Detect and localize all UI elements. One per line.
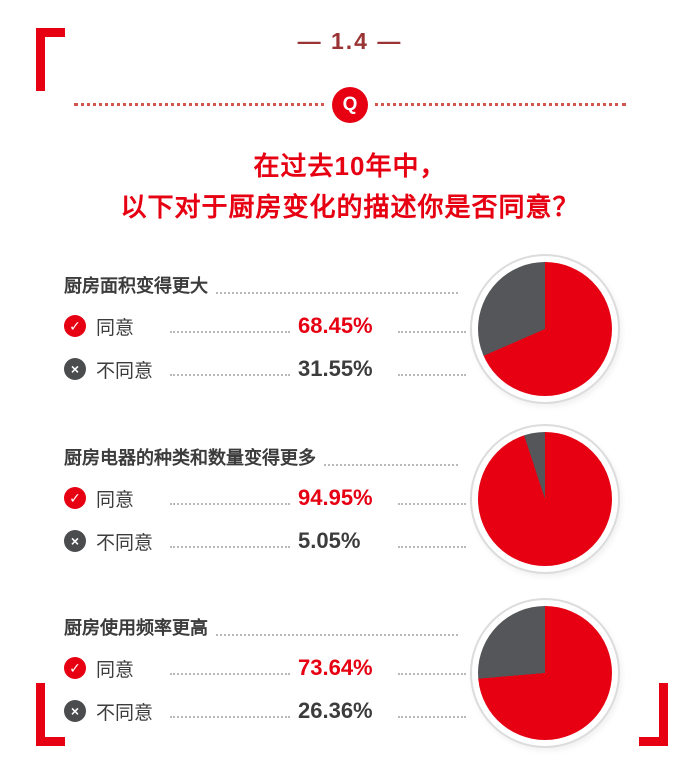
disagree-percentage: 26.36% [298, 698, 373, 723]
check-icon: ✓ [64, 657, 86, 679]
disagree-row: × 不同意 31.55% [64, 354, 466, 384]
dotted-leader [170, 716, 290, 718]
dotted-leader [216, 292, 458, 294]
dotted-leader [398, 673, 466, 675]
dotted-leader [170, 331, 290, 333]
agree-label: 同意 [96, 489, 135, 511]
pie-chart-2-ring [470, 424, 620, 574]
dotted-leader [216, 634, 458, 636]
pie-chart-3 [478, 606, 612, 740]
dotted-leader [170, 374, 290, 376]
pie-chart-1-ring [470, 254, 620, 404]
corner-bracket-top-left [36, 28, 65, 91]
disagree-label: 不同意 [96, 532, 154, 554]
survey-section-2: 厨房电器的种类和数量变得更多 ✓ 同意 94.95% × 不同意 5.05% [64, 446, 466, 556]
dotted-leader [170, 503, 290, 505]
check-icon: ✓ [64, 487, 86, 509]
disagree-row: × 不同意 26.36% [64, 696, 466, 726]
question-line-1: 在过去10年中， [253, 151, 447, 181]
agree-row: ✓ 同意 68.45% [64, 311, 466, 341]
dotted-leader [170, 673, 290, 675]
dotted-leader [398, 716, 466, 718]
dotted-leader [398, 503, 466, 505]
disagree-label: 不同意 [96, 702, 154, 724]
agree-label: 同意 [96, 317, 135, 339]
disagree-row: × 不同意 5.05% [64, 526, 466, 556]
pie-chart-1 [478, 262, 612, 396]
dotted-leader [398, 546, 466, 548]
dotted-leader [170, 546, 290, 548]
agree-label: 同意 [96, 659, 135, 681]
x-icon: × [64, 700, 86, 722]
statement-row: 厨房面积变得更大 [64, 274, 466, 298]
statement-label: 厨房电器的种类和数量变得更多 [64, 448, 316, 468]
dotted-leader [324, 464, 458, 466]
survey-section-3: 厨房使用频率更高 ✓ 同意 73.64% × 不同意 26.36% [64, 616, 466, 726]
statement-row: 厨房电器的种类和数量变得更多 [64, 446, 466, 470]
agree-percentage: 73.64% [298, 655, 373, 680]
disagree-label: 不同意 [96, 360, 154, 382]
agree-percentage: 68.45% [298, 313, 373, 338]
statement-label: 厨房面积变得更大 [64, 276, 208, 296]
section-number-title: — 1.4 — [297, 28, 403, 54]
question-text: 在过去10年中， 以下对于厨房变化的描述你是否同意？ [0, 146, 700, 228]
pie-chart-3-ring [470, 598, 620, 748]
disagree-percentage: 5.05% [298, 528, 361, 553]
pie-chart-2 [478, 432, 612, 566]
agree-row: ✓ 同意 94.95% [64, 483, 466, 513]
question-line-2: 以下对于厨房变化的描述你是否同意？ [120, 192, 580, 222]
statement-row: 厨房使用频率更高 [64, 616, 466, 640]
question-badge: Q [332, 87, 368, 123]
agree-percentage: 94.95% [298, 485, 373, 510]
check-icon: ✓ [64, 315, 86, 337]
statement-label: 厨房使用频率更高 [64, 618, 208, 638]
corner-bracket-bottom-right [639, 683, 668, 746]
corner-bracket-bottom-left [36, 683, 65, 746]
x-icon: × [64, 530, 86, 552]
dotted-leader [398, 331, 466, 333]
x-icon: × [64, 358, 86, 380]
survey-section-1: 厨房面积变得更大 ✓ 同意 68.45% × 不同意 31.55% [64, 274, 466, 384]
disagree-percentage: 31.55% [298, 356, 373, 381]
dotted-leader [398, 374, 466, 376]
agree-row: ✓ 同意 73.64% [64, 653, 466, 683]
